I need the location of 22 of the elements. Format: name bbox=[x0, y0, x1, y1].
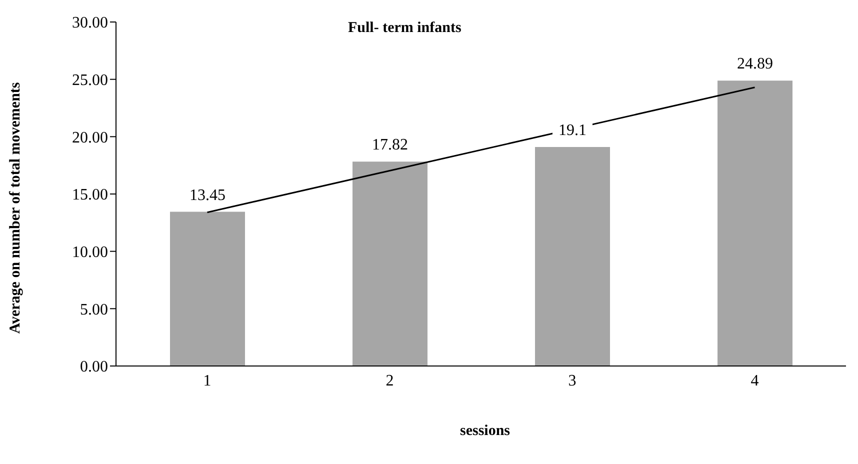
data-label: 13.45 bbox=[190, 186, 226, 204]
y-tick-label: 15.00 bbox=[72, 186, 108, 204]
bar bbox=[170, 212, 245, 366]
x-axis-title: sessions bbox=[458, 423, 512, 440]
x-tick-label: 2 bbox=[386, 372, 394, 390]
y-tick-label: 0.00 bbox=[80, 358, 108, 376]
data-label: 17.82 bbox=[372, 136, 408, 154]
bar bbox=[718, 80, 792, 366]
data-label: 24.89 bbox=[737, 56, 773, 73]
y-axis-title: Average on number of total movements bbox=[8, 82, 24, 334]
y-tick-label: 5.00 bbox=[80, 301, 108, 318]
y-tick-label: 25.00 bbox=[72, 72, 108, 90]
x-tick-label: 3 bbox=[568, 372, 576, 390]
chart-title: Full- term infants bbox=[348, 20, 462, 37]
y-tick-label: 30.00 bbox=[72, 14, 108, 32]
data-label: 19.1 bbox=[558, 122, 586, 139]
bar bbox=[535, 146, 610, 366]
bar bbox=[352, 162, 428, 366]
x-tick-label: 1 bbox=[203, 372, 212, 390]
y-tick-label: 20.00 bbox=[72, 129, 108, 146]
y-tick-label: 10.00 bbox=[72, 244, 108, 262]
x-tick-label: 4 bbox=[750, 372, 759, 390]
